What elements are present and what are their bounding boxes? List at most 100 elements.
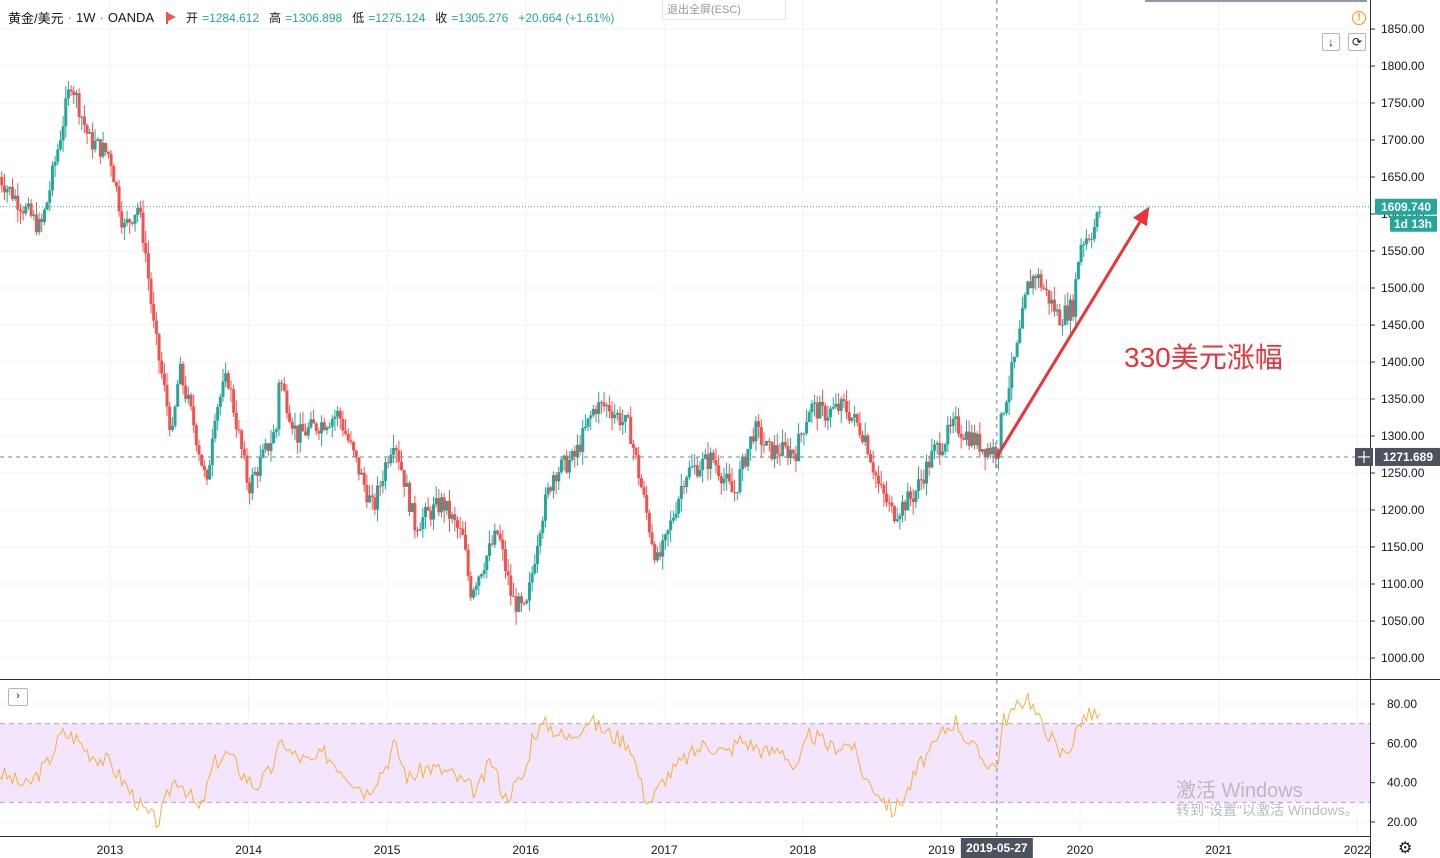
candle-body	[479, 574, 483, 577]
candle-body	[893, 506, 897, 522]
price-tick-label: 1850.00	[1381, 22, 1425, 36]
candle-body	[847, 412, 851, 421]
candle-body	[605, 405, 609, 407]
candle-body	[93, 140, 97, 150]
arrow-down-icon[interactable]: ↓	[1322, 33, 1340, 51]
candle-body	[786, 445, 790, 459]
candle-body	[810, 403, 814, 413]
crosshair-date-label: 2019-05-27	[966, 841, 1028, 855]
candle-body	[440, 497, 444, 513]
collapse-pane-button[interactable]: ›	[8, 688, 28, 706]
candle-body	[778, 453, 782, 456]
crosshair-price-label: 1271.689	[1383, 450, 1433, 464]
low-label: 低	[352, 11, 365, 25]
candle-body	[869, 454, 873, 463]
candle-body	[530, 573, 534, 583]
candle-body	[0, 177, 4, 186]
source-label: OANDA	[107, 10, 155, 25]
candle-body	[485, 555, 489, 571]
candle-body	[559, 459, 563, 473]
candle-body	[346, 433, 350, 441]
candle-body	[96, 139, 100, 141]
candle-body	[1066, 305, 1070, 321]
candle-body	[10, 187, 14, 200]
candle-body	[490, 543, 494, 545]
price-tick-label: 1100.00	[1381, 577, 1424, 591]
candle-body	[1090, 239, 1094, 241]
candle-body	[565, 455, 569, 473]
candle-body	[797, 433, 801, 461]
price-tick-label: 1750.00	[1381, 96, 1425, 110]
candle-body	[871, 462, 875, 473]
candle-body	[269, 443, 273, 451]
settings-gear-icon[interactable]: ⚙	[1398, 840, 1413, 857]
candle-body	[919, 479, 923, 481]
refresh-icon[interactable]: ⟳	[1348, 33, 1366, 51]
candle-body	[165, 384, 169, 407]
candle-body	[448, 500, 451, 519]
price-tick-label: 1250.00	[1381, 466, 1425, 480]
candle-body	[208, 465, 212, 480]
candle-body	[986, 448, 990, 458]
candle-body	[754, 421, 758, 442]
candle-body	[133, 214, 137, 224]
symbol-header: 黄金/美元 · 1W · OANDA 开 =1284.612 高 =1306.898…	[8, 8, 620, 27]
candle-body	[122, 222, 126, 228]
candle-body	[264, 443, 268, 450]
rsi-band	[0, 723, 1370, 803]
candle-body	[1076, 262, 1080, 280]
candle-body	[948, 424, 952, 427]
candle-body	[522, 603, 526, 605]
candle-body	[168, 406, 172, 430]
candle-body	[690, 466, 694, 468]
candle-body	[333, 416, 337, 420]
interval-label[interactable]: 1W	[75, 10, 96, 25]
candle-body	[602, 402, 606, 407]
candle-body	[597, 402, 601, 414]
candle-body	[304, 431, 308, 436]
candle-body	[885, 493, 889, 503]
candle-body	[589, 415, 593, 419]
candle-body	[498, 533, 502, 540]
candle-body	[221, 381, 225, 397]
candle-body	[1082, 244, 1086, 246]
candle-body	[850, 417, 854, 421]
candle-body	[730, 481, 734, 493]
flag-icon[interactable]	[166, 11, 177, 24]
exit-fullscreen-hint[interactable]: 退出全屏(ESC)	[662, 0, 786, 20]
candle-body	[32, 214, 36, 216]
candle-body	[967, 431, 971, 446]
candle-body	[775, 445, 779, 454]
candle-body	[160, 360, 164, 374]
activation-watermark-title: 激活 Windows	[1176, 780, 1303, 802]
candle-body	[1079, 245, 1083, 263]
candle-body	[306, 427, 310, 436]
price-tick-label: 1000.00	[1381, 651, 1425, 665]
candle-body	[288, 413, 292, 422]
candle-body	[687, 467, 691, 478]
candle-body	[253, 471, 257, 475]
symbol-name[interactable]: 黄金/美元	[8, 11, 64, 26]
candle-body	[631, 443, 635, 448]
candle-body	[666, 530, 670, 535]
activation-watermark-subtitle: 转到"设置"以激活 Windows。	[1176, 802, 1359, 818]
alert-warning-icon[interactable]: !	[1352, 11, 1366, 25]
candle-body	[1071, 299, 1075, 317]
candle-body	[738, 469, 742, 493]
candle-body	[277, 382, 281, 430]
candle-body	[802, 433, 806, 435]
candle-body	[296, 425, 300, 443]
candle-body	[583, 426, 587, 429]
candle-body	[970, 432, 974, 446]
candle-body	[861, 435, 865, 443]
candle-body	[1092, 227, 1096, 240]
annotation-arrow-shaft	[995, 221, 1142, 458]
candle-body	[189, 394, 193, 407]
candle-body	[815, 402, 819, 419]
candle-body	[637, 455, 641, 479]
crosshair-date-bg	[960, 838, 1033, 858]
candle-body	[397, 450, 401, 462]
top-panel-edge	[1145, 0, 1367, 2]
candle-body	[781, 442, 785, 456]
